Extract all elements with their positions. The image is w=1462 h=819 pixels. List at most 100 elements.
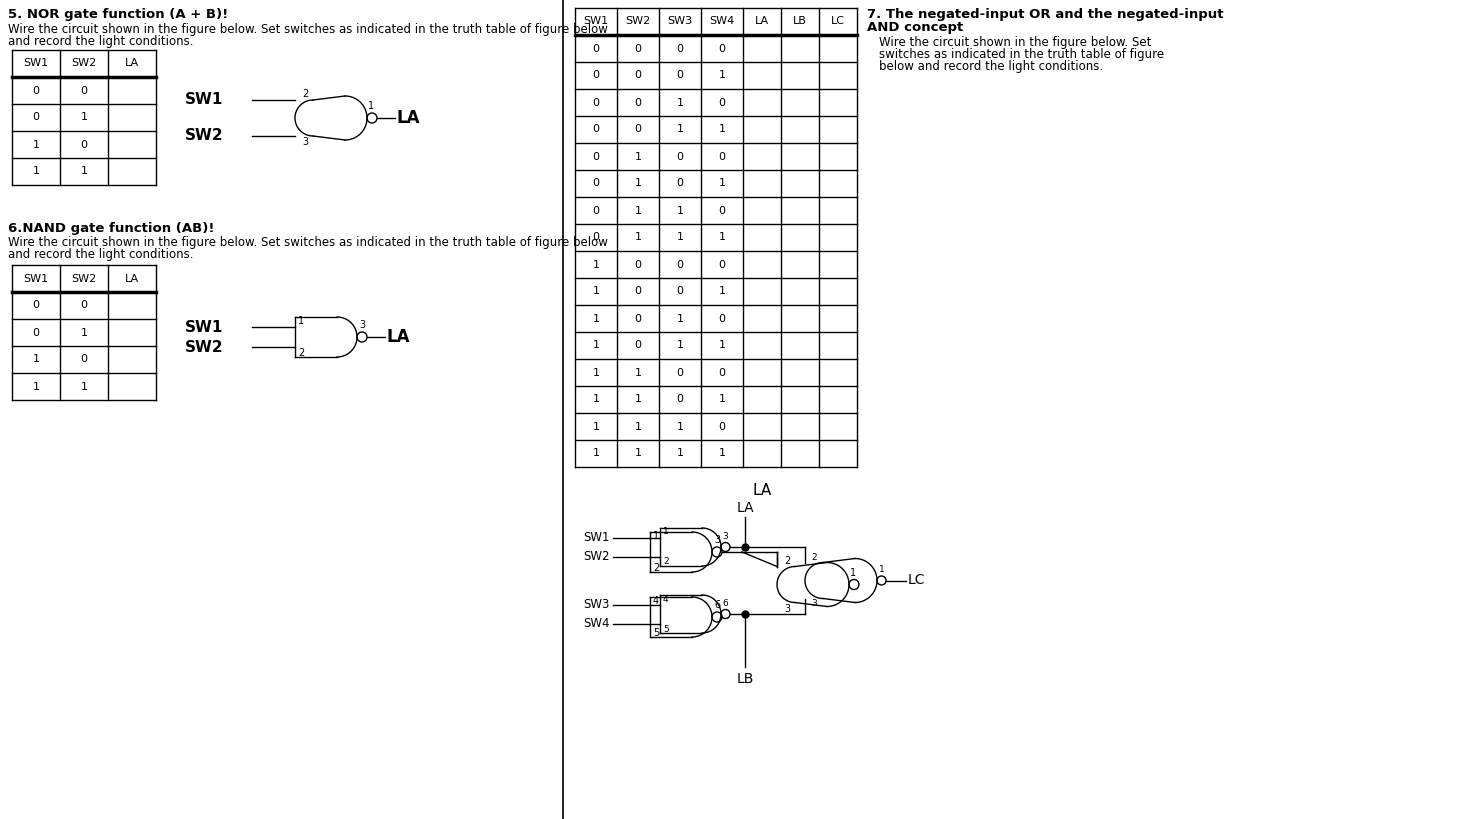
Text: SW2: SW2 xyxy=(583,550,610,563)
Text: LA: LA xyxy=(387,328,411,346)
Text: 0: 0 xyxy=(718,314,725,324)
Text: 0: 0 xyxy=(592,70,599,80)
Text: 5: 5 xyxy=(654,628,659,638)
Text: Wire the circuit shown in the figure below. Set switches as indicated in the tru: Wire the circuit shown in the figure bel… xyxy=(7,236,608,249)
Text: 4: 4 xyxy=(662,595,668,604)
Text: 1: 1 xyxy=(592,341,599,351)
Text: SW2: SW2 xyxy=(72,58,96,69)
Text: AND concept: AND concept xyxy=(867,21,963,34)
Text: 0: 0 xyxy=(592,206,599,215)
Text: LA: LA xyxy=(737,501,754,515)
Text: 0: 0 xyxy=(592,152,599,161)
Text: 2: 2 xyxy=(303,89,308,99)
Text: 1: 1 xyxy=(677,97,684,107)
Text: 4: 4 xyxy=(654,596,659,606)
Text: 1: 1 xyxy=(592,422,599,432)
Text: 0: 0 xyxy=(718,368,725,378)
Text: 1: 1 xyxy=(662,527,668,536)
Text: 1: 1 xyxy=(592,368,599,378)
Text: 1: 1 xyxy=(32,166,39,177)
Text: 1: 1 xyxy=(849,568,857,577)
Text: 1: 1 xyxy=(718,287,725,296)
Text: SW3: SW3 xyxy=(583,598,610,611)
Text: switches as indicated in the truth table of figure: switches as indicated in the truth table… xyxy=(879,48,1164,61)
Text: 3: 3 xyxy=(303,137,308,147)
Text: 2: 2 xyxy=(654,563,659,573)
Text: LA: LA xyxy=(398,109,421,127)
Text: 1: 1 xyxy=(635,233,642,242)
Text: 1: 1 xyxy=(718,70,725,80)
Text: 0: 0 xyxy=(677,395,684,405)
Text: 1: 1 xyxy=(592,287,599,296)
Text: SW2: SW2 xyxy=(72,274,96,283)
Text: 1: 1 xyxy=(32,355,39,364)
Text: 0: 0 xyxy=(592,97,599,107)
Text: 0: 0 xyxy=(592,43,599,53)
Text: 0: 0 xyxy=(80,85,88,96)
Text: below and record the light conditions.: below and record the light conditions. xyxy=(879,60,1104,73)
Text: 1: 1 xyxy=(635,395,642,405)
Text: 1: 1 xyxy=(80,328,88,337)
Text: 7. The negated-input OR and the negated-input: 7. The negated-input OR and the negated-… xyxy=(867,8,1224,21)
Text: 0: 0 xyxy=(677,70,684,80)
Text: 1: 1 xyxy=(677,206,684,215)
Text: SW3: SW3 xyxy=(668,16,693,26)
Text: 6.NAND gate function (AB)!: 6.NAND gate function (AB)! xyxy=(7,222,215,235)
Text: 0: 0 xyxy=(635,124,642,134)
Text: 0: 0 xyxy=(32,85,39,96)
Text: 0: 0 xyxy=(677,43,684,53)
Text: 1: 1 xyxy=(368,101,374,111)
Text: 1: 1 xyxy=(677,124,684,134)
Text: 0: 0 xyxy=(635,287,642,296)
Text: 6: 6 xyxy=(722,599,728,608)
Text: SW1: SW1 xyxy=(23,58,48,69)
Text: 0: 0 xyxy=(718,260,725,269)
Text: 1: 1 xyxy=(718,449,725,459)
Text: 1: 1 xyxy=(718,395,725,405)
Text: SW4: SW4 xyxy=(583,617,610,630)
Text: 0: 0 xyxy=(677,368,684,378)
Text: 1: 1 xyxy=(677,233,684,242)
Text: 5: 5 xyxy=(662,625,668,634)
Text: 1: 1 xyxy=(592,314,599,324)
Text: LA: LA xyxy=(753,483,772,498)
Text: 1: 1 xyxy=(718,179,725,188)
Text: Wire the circuit shown in the figure below. Set switches as indicated in the tru: Wire the circuit shown in the figure bel… xyxy=(7,23,608,36)
Text: 0: 0 xyxy=(677,260,684,269)
Text: 0: 0 xyxy=(635,43,642,53)
Text: 1: 1 xyxy=(80,382,88,391)
Text: 1: 1 xyxy=(32,382,39,391)
Text: 6: 6 xyxy=(713,600,721,610)
Text: LB: LB xyxy=(737,672,754,686)
Text: Wire the circuit shown in the figure below. Set: Wire the circuit shown in the figure bel… xyxy=(879,36,1152,49)
Text: 1: 1 xyxy=(80,112,88,123)
Text: 0: 0 xyxy=(592,233,599,242)
Text: 1: 1 xyxy=(635,422,642,432)
Text: LA: LA xyxy=(124,274,139,283)
Text: 1: 1 xyxy=(80,166,88,177)
Text: 0: 0 xyxy=(718,97,725,107)
Text: 1: 1 xyxy=(592,395,599,405)
Text: 3: 3 xyxy=(722,532,728,541)
Text: 0: 0 xyxy=(80,355,88,364)
Text: and record the light conditions.: and record the light conditions. xyxy=(7,35,193,48)
Text: 1: 1 xyxy=(677,422,684,432)
Text: 0: 0 xyxy=(80,301,88,310)
Text: 1: 1 xyxy=(718,124,725,134)
Text: SW4: SW4 xyxy=(709,16,734,26)
Text: 1: 1 xyxy=(635,368,642,378)
Text: 1: 1 xyxy=(677,341,684,351)
Text: 1: 1 xyxy=(592,260,599,269)
Text: 1: 1 xyxy=(635,179,642,188)
Text: 3: 3 xyxy=(811,600,817,609)
Text: 1: 1 xyxy=(677,449,684,459)
Text: SW1: SW1 xyxy=(23,274,48,283)
Text: 0: 0 xyxy=(80,139,88,150)
Text: LC: LC xyxy=(830,16,845,26)
Text: 0: 0 xyxy=(635,70,642,80)
Text: 0: 0 xyxy=(677,152,684,161)
Text: 0: 0 xyxy=(592,179,599,188)
Text: 0: 0 xyxy=(635,260,642,269)
Text: 0: 0 xyxy=(635,97,642,107)
Text: 1: 1 xyxy=(654,531,659,541)
